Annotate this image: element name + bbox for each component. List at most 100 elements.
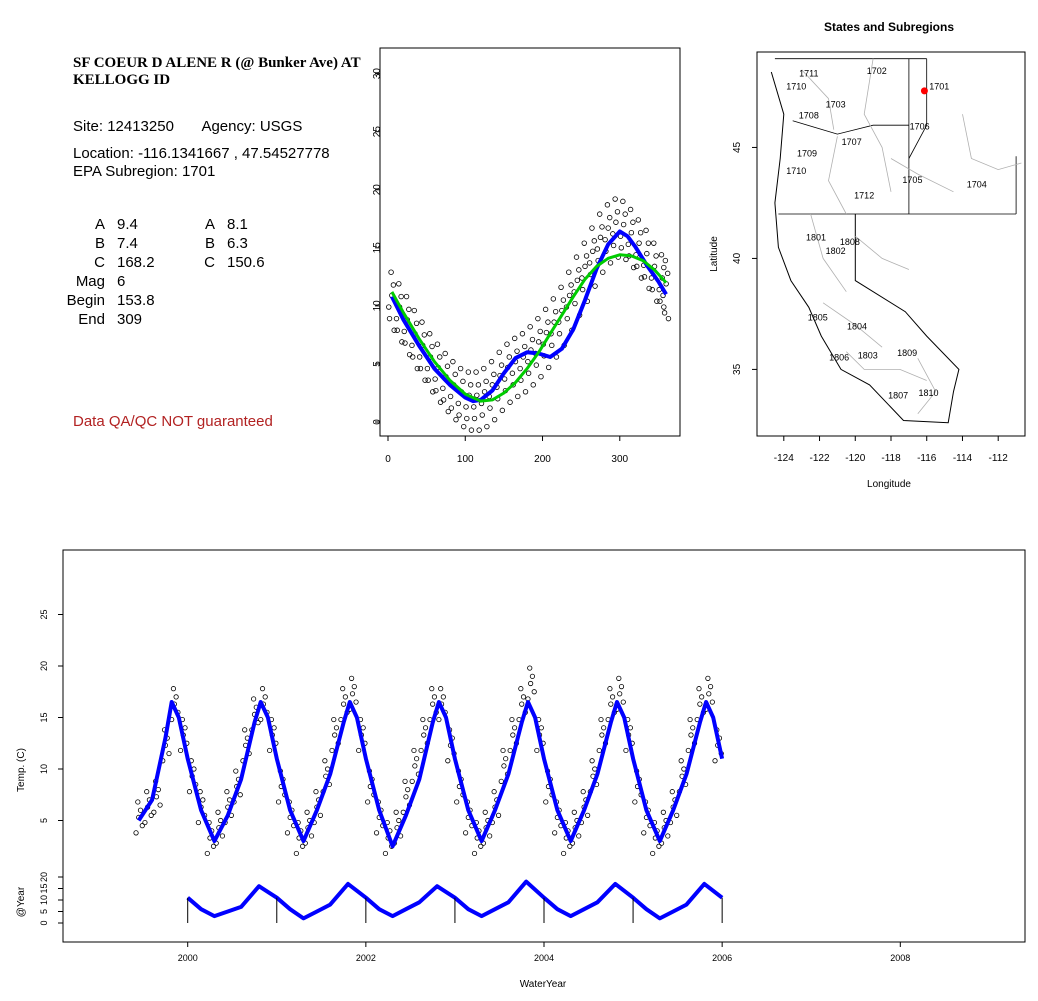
y-tick-label: 35 [732,363,743,375]
data-point [643,227,649,234]
data-point [646,285,652,292]
data-point [382,850,389,857]
data-point [538,374,544,380]
data-point [512,335,518,342]
y-tick-label: 10 [372,300,383,312]
data-point [487,405,493,411]
region-label: 1712 [854,190,874,200]
data-point [155,787,161,793]
data-point [591,238,597,244]
data-point [391,327,397,333]
data-point [641,830,647,836]
data-point [656,843,662,849]
data-point [402,778,408,784]
data-point [543,799,549,805]
data-point [589,758,595,764]
agency-label: Agency: [201,118,256,135]
data-point [576,267,582,273]
param-value: 6 [117,273,126,290]
region-label: 1710 [786,82,806,92]
data-point [661,310,668,316]
x-tick-label: 0 [385,454,391,465]
region-label: 1810 [919,388,939,398]
region-label: 1709 [797,148,817,158]
subregion-line [846,351,927,381]
data-point [519,701,525,707]
data-point [481,389,488,395]
data-point [641,274,648,280]
data-point [500,747,506,754]
data-point [535,315,541,322]
data-point [529,673,536,679]
data-point [533,362,540,368]
data-point [479,412,485,418]
region-label: 1808 [840,237,860,247]
subregion-value: 1701 [181,163,216,180]
data-point [522,343,528,350]
data-point [464,415,470,422]
data-point [484,423,490,430]
data-point [556,331,563,337]
data-point [432,376,438,382]
data-point [543,329,550,336]
data-point [517,365,523,372]
data-point [440,397,447,403]
data-point [429,686,435,692]
data-point [509,370,516,376]
data-point [546,364,552,371]
data-point [414,365,421,372]
data-point [649,286,655,293]
data-point [566,269,572,275]
data-point [699,694,705,700]
data-point [498,778,504,784]
data-point [333,725,340,731]
data-point [707,684,714,690]
data-point [431,694,438,700]
param-name: Mag [75,273,105,290]
data-point [607,214,613,221]
data-point [585,812,591,818]
data-point [650,850,656,857]
data-point [204,850,210,857]
data-point [416,354,423,360]
coastline [770,71,960,424]
data-point [525,370,532,376]
data-point [237,792,243,798]
data-point [139,823,145,829]
param-name: A [204,216,215,233]
data-point [465,369,472,375]
subregion-map: States and Subregions -124 -122 -120 -118 -1… [709,20,1026,490]
x-tick-label: 200 [534,454,551,465]
y2-tick-label: 15 [39,883,49,893]
data-point [567,843,573,849]
y-tick-label: 20 [39,661,49,671]
data-point [592,283,598,289]
data-point [623,747,629,754]
data-point [262,694,268,700]
data-point [519,331,526,337]
data-point [396,281,402,287]
data-point [564,315,570,322]
subregion-line [863,58,892,192]
data-point [560,297,567,303]
data-point [460,378,466,385]
data-point [644,250,650,257]
region-label: 1705 [902,175,922,185]
data-point [487,833,493,839]
x-tick-label: -112 [989,453,1009,464]
data-point [137,807,144,813]
data-point [529,336,536,343]
param-value: 7.4 [117,235,138,252]
data-point [403,794,409,800]
map-frame [756,51,1026,437]
data-point [300,843,306,849]
region-label: 1804 [847,321,867,331]
plot-frame [379,47,681,437]
data-point [625,241,631,248]
data-point [414,756,420,762]
data-point [697,701,703,707]
data-point [461,423,467,430]
data-point [186,789,193,795]
data-point [157,802,163,808]
